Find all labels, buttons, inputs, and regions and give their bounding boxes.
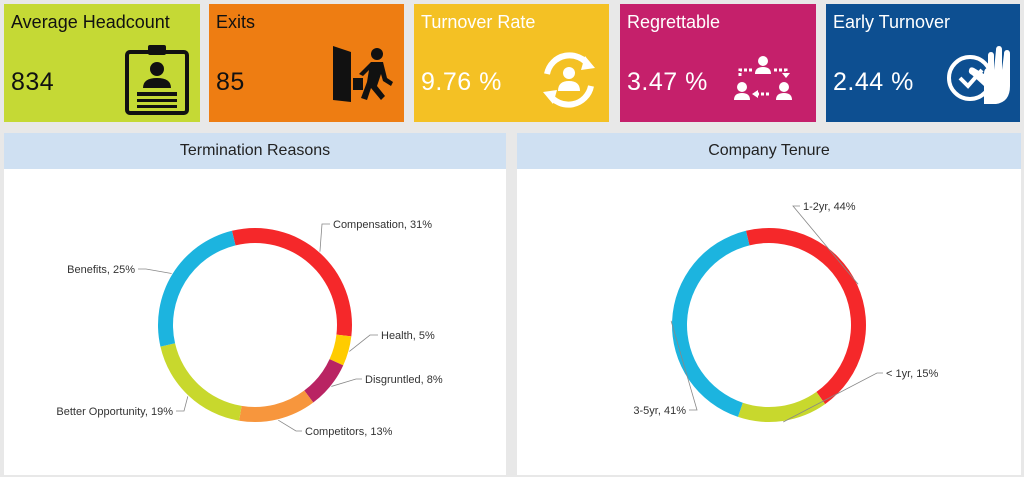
kpi-title: Turnover Rate xyxy=(421,12,536,32)
slice-label-health: Health, 5% xyxy=(381,330,435,342)
panel-title: Termination Reasons xyxy=(4,133,506,169)
slice-label-1-2yr: 1-2yr, 44% xyxy=(803,201,856,213)
kpi-value: 2.44 % xyxy=(833,68,914,96)
clock-hand-icon xyxy=(947,46,1010,104)
kpi-value: 3.47 % xyxy=(627,68,708,96)
donut-slice-1yr[interactable] xyxy=(737,391,826,422)
leader-line xyxy=(670,320,698,411)
donut-slice-compensation[interactable] xyxy=(231,228,352,337)
slice-label-3-5yr: 3-5yr, 41% xyxy=(633,405,686,417)
donut-slice-disgruntled[interactable] xyxy=(304,359,344,403)
person-cycle-icon xyxy=(543,52,595,108)
slice-label-disgruntled: Disgruntled, 8% xyxy=(365,374,443,386)
leader-line xyxy=(138,268,172,274)
kpi-title: Early Turnover xyxy=(833,12,951,32)
leader-line xyxy=(783,372,883,423)
id-badge-icon xyxy=(125,45,189,115)
exit-door-person-icon xyxy=(333,46,393,102)
company-tenure-donut: 1-2yr, 44% < 1yr, 15% 3-5yr, 41% xyxy=(633,201,939,423)
kpi-average-headcount: Average Headcount 834 xyxy=(4,4,200,122)
donut-slice-1-2yr[interactable] xyxy=(745,228,866,405)
slice-label-1yr: < 1yr, 15% xyxy=(886,368,939,380)
panel-title: Company Tenure xyxy=(517,133,1021,169)
kpi-exits: Exits 85 xyxy=(209,4,404,122)
donut-slice-competitors[interactable] xyxy=(239,390,314,422)
leader-line xyxy=(319,223,330,252)
kpi-value: 85 xyxy=(216,68,245,96)
slice-label-benefits: Benefits, 25% xyxy=(67,264,135,276)
kpi-regrettable: Regrettable 3.47 % xyxy=(620,4,816,122)
company-tenure-panel: Company Tenure 1-2yr, 44% < 1yr, 15% 3-5yr… xyxy=(517,133,1021,475)
termination-reasons-donut: Compensation, 31% Health, 5% Disgruntled, … xyxy=(56,219,443,438)
kpi-turnover-rate: Turnover Rate 9.76 % xyxy=(414,4,609,122)
slice-label-competitors: Competitors, 13% xyxy=(305,426,393,438)
slice-label-better-opportunity: Better Opportunity, 19% xyxy=(56,406,173,418)
kpi-value: 834 xyxy=(11,68,55,96)
donut-slice-3-5yr[interactable] xyxy=(672,230,750,417)
slice-label-compensation: Compensation, 31% xyxy=(333,219,432,231)
termination-reasons-panel: Termination Reasons Compensation, 31% Hea… xyxy=(4,133,506,475)
donut-slice-benefits[interactable] xyxy=(158,230,236,347)
leader-line xyxy=(176,396,189,412)
donut-slice-better-opportunity[interactable] xyxy=(160,343,242,421)
leader-line xyxy=(331,378,362,387)
leader-line xyxy=(349,334,378,352)
kpi-value: 9.76 % xyxy=(421,68,502,96)
kpi-title: Exits xyxy=(216,12,256,32)
leader-line xyxy=(792,205,859,285)
kpi-title: Regrettable xyxy=(627,12,721,32)
kpi-title: Average Headcount xyxy=(11,12,170,32)
donut-slice-health[interactable] xyxy=(329,334,352,366)
people-exchange-icon xyxy=(734,56,792,100)
kpi-early-turnover: Early Turnover 2.44 % xyxy=(826,4,1020,122)
leader-line xyxy=(278,419,302,432)
